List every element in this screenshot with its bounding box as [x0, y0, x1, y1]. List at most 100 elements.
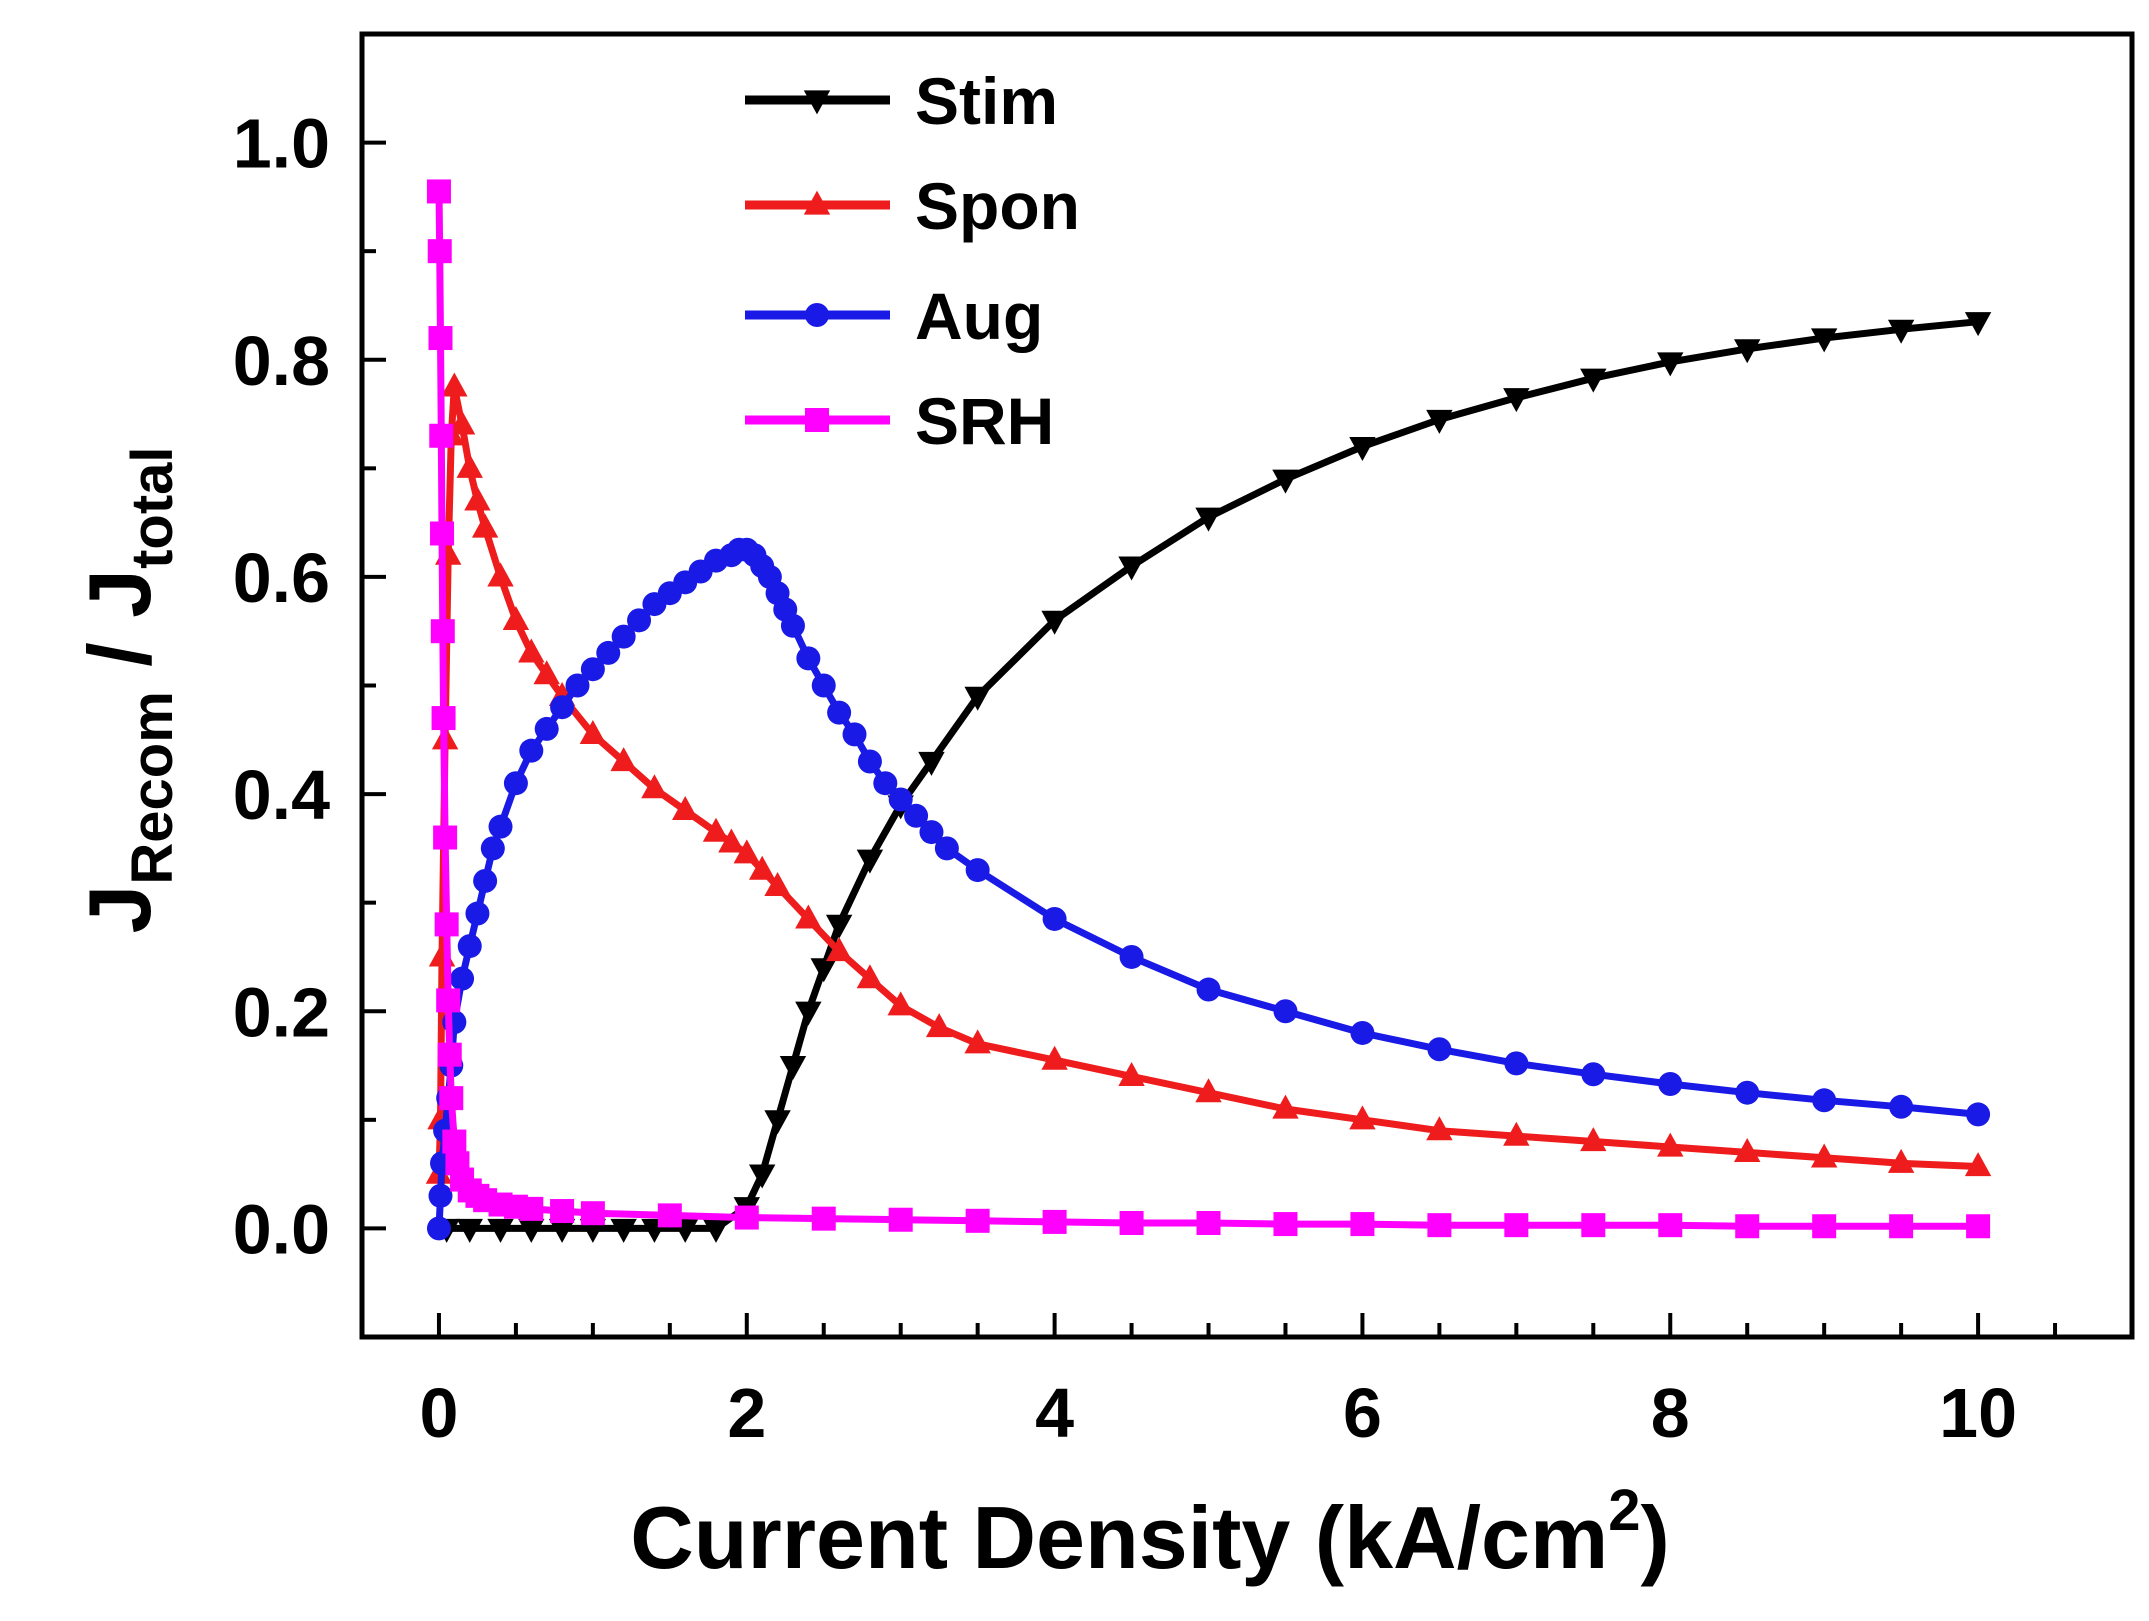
- data-point-spon: [1810, 1143, 1838, 1168]
- data-point-srh: [1581, 1213, 1606, 1238]
- series-line-stim: [446, 318, 1979, 1232]
- x-tick-label: 10: [1939, 1374, 2017, 1452]
- data-point-aug: [627, 608, 652, 633]
- data-point-aug: [827, 700, 852, 725]
- x-tick-label: 0: [419, 1374, 458, 1452]
- y-tick-label: 0.8: [233, 322, 330, 400]
- x-axis-title: Current Density (kA/cm2): [630, 1478, 1670, 1587]
- data-point-aug: [457, 934, 482, 959]
- data-point-aug: [473, 868, 498, 893]
- legend-marker-srh: [805, 408, 829, 432]
- data-point-aug: [1581, 1062, 1606, 1087]
- data-point-spon: [518, 638, 545, 663]
- y-tick-label: 1.0: [233, 105, 330, 183]
- data-point-spon: [579, 719, 607, 744]
- data-point-aug: [1273, 999, 1298, 1024]
- data-point-srh: [430, 619, 455, 644]
- data-point-srh: [428, 326, 453, 351]
- data-point-srh: [426, 179, 451, 204]
- data-point-stim: [779, 1055, 807, 1080]
- data-point-spon: [610, 747, 637, 772]
- data-point-srh: [431, 706, 456, 731]
- data-point-aug: [1042, 906, 1067, 931]
- data-point-srh: [1273, 1212, 1298, 1237]
- data-point-stim: [1349, 437, 1376, 462]
- data-point-aug: [1658, 1072, 1683, 1097]
- data-point-aug: [934, 836, 959, 861]
- series-stim: [433, 312, 1992, 1243]
- data-point-stim: [1580, 368, 1607, 393]
- data-point-aug: [919, 820, 944, 845]
- x-tick-label: 2: [727, 1374, 766, 1452]
- data-point-stim: [610, 1218, 637, 1243]
- data-point-aug: [426, 1216, 451, 1241]
- data-point-spon: [825, 937, 853, 962]
- data-point-stim: [795, 1001, 822, 1026]
- data-point-srh: [434, 912, 459, 937]
- data-point-aug: [450, 966, 475, 991]
- data-point-spon: [795, 904, 822, 929]
- data-point-aug: [965, 858, 990, 883]
- legend-marker-spon: [803, 190, 831, 215]
- legend-label-aug: Aug: [915, 279, 1043, 353]
- data-point-aug: [596, 640, 621, 665]
- data-point-spon: [533, 660, 560, 685]
- data-point-stim: [548, 1218, 576, 1243]
- y-tick-label: 0.4: [233, 756, 330, 834]
- data-point-aug: [519, 738, 544, 763]
- data-point-stim: [918, 751, 945, 776]
- data-point-aug: [1504, 1051, 1529, 1076]
- data-point-srh: [439, 1086, 464, 1111]
- data-point-spon: [887, 991, 914, 1016]
- legend-label-srh: SRH: [915, 384, 1054, 458]
- legend: Stim Spon Aug SRH: [745, 64, 1080, 458]
- data-point-spon: [1734, 1138, 1761, 1163]
- data-point-aug: [465, 901, 490, 926]
- series-line-aug: [435, 546, 1979, 1229]
- x-tick-label: 6: [1343, 1374, 1382, 1452]
- data-point-stim: [1426, 409, 1453, 434]
- data-point-srh: [1427, 1213, 1452, 1238]
- data-point-spon: [672, 795, 699, 820]
- data-point-spon: [764, 871, 791, 896]
- data-point-stim: [1195, 507, 1222, 532]
- data-point-aug: [503, 771, 528, 796]
- data-point-stim: [1887, 319, 1915, 344]
- data-point-stim: [702, 1218, 730, 1243]
- data-point-spon: [464, 486, 491, 511]
- data-point-srh: [580, 1201, 605, 1226]
- data-point-aug: [842, 722, 867, 747]
- data-point-spon: [487, 562, 514, 587]
- data-point-stim: [1657, 352, 1684, 377]
- data-point-aug: [904, 803, 929, 828]
- y-axis-title: JRecom / Jtotal: [70, 446, 185, 933]
- data-point-spon: [925, 1013, 953, 1038]
- tick-marks: [360, 32, 2134, 1339]
- data-point-stim: [518, 1218, 545, 1243]
- data-point-aug: [488, 814, 513, 839]
- data-point-srh: [1042, 1209, 1067, 1234]
- data-point-srh: [436, 988, 461, 1013]
- tick-labels: 0 2 4 6 8 10 0.0 0.2 0.4 0.6 0.8 1.0: [233, 105, 2017, 1452]
- data-point-stim: [456, 1218, 483, 1243]
- data-point-stim: [748, 1164, 776, 1189]
- data-point-stim: [1503, 388, 1530, 413]
- data-point-spon: [718, 828, 745, 853]
- data-point-spon: [1041, 1045, 1068, 1070]
- y-tick-label: 0.6: [233, 539, 330, 617]
- y-tick-label: 0.0: [233, 1190, 330, 1268]
- data-point-srh: [427, 239, 452, 264]
- data-point-aug: [580, 657, 605, 682]
- data-point-spon: [641, 774, 668, 799]
- data-point-stim: [856, 849, 884, 874]
- data-point-aug: [565, 673, 590, 698]
- data-point-aug: [811, 673, 836, 698]
- data-point-spon: [1964, 1152, 1992, 1177]
- data-point-spon: [856, 964, 884, 989]
- data-point-aug: [857, 749, 882, 774]
- data-point-spon: [748, 855, 776, 880]
- data-point-srh: [1889, 1214, 1914, 1239]
- data-point-aug: [1196, 977, 1221, 1002]
- data-point-srh: [1658, 1213, 1683, 1238]
